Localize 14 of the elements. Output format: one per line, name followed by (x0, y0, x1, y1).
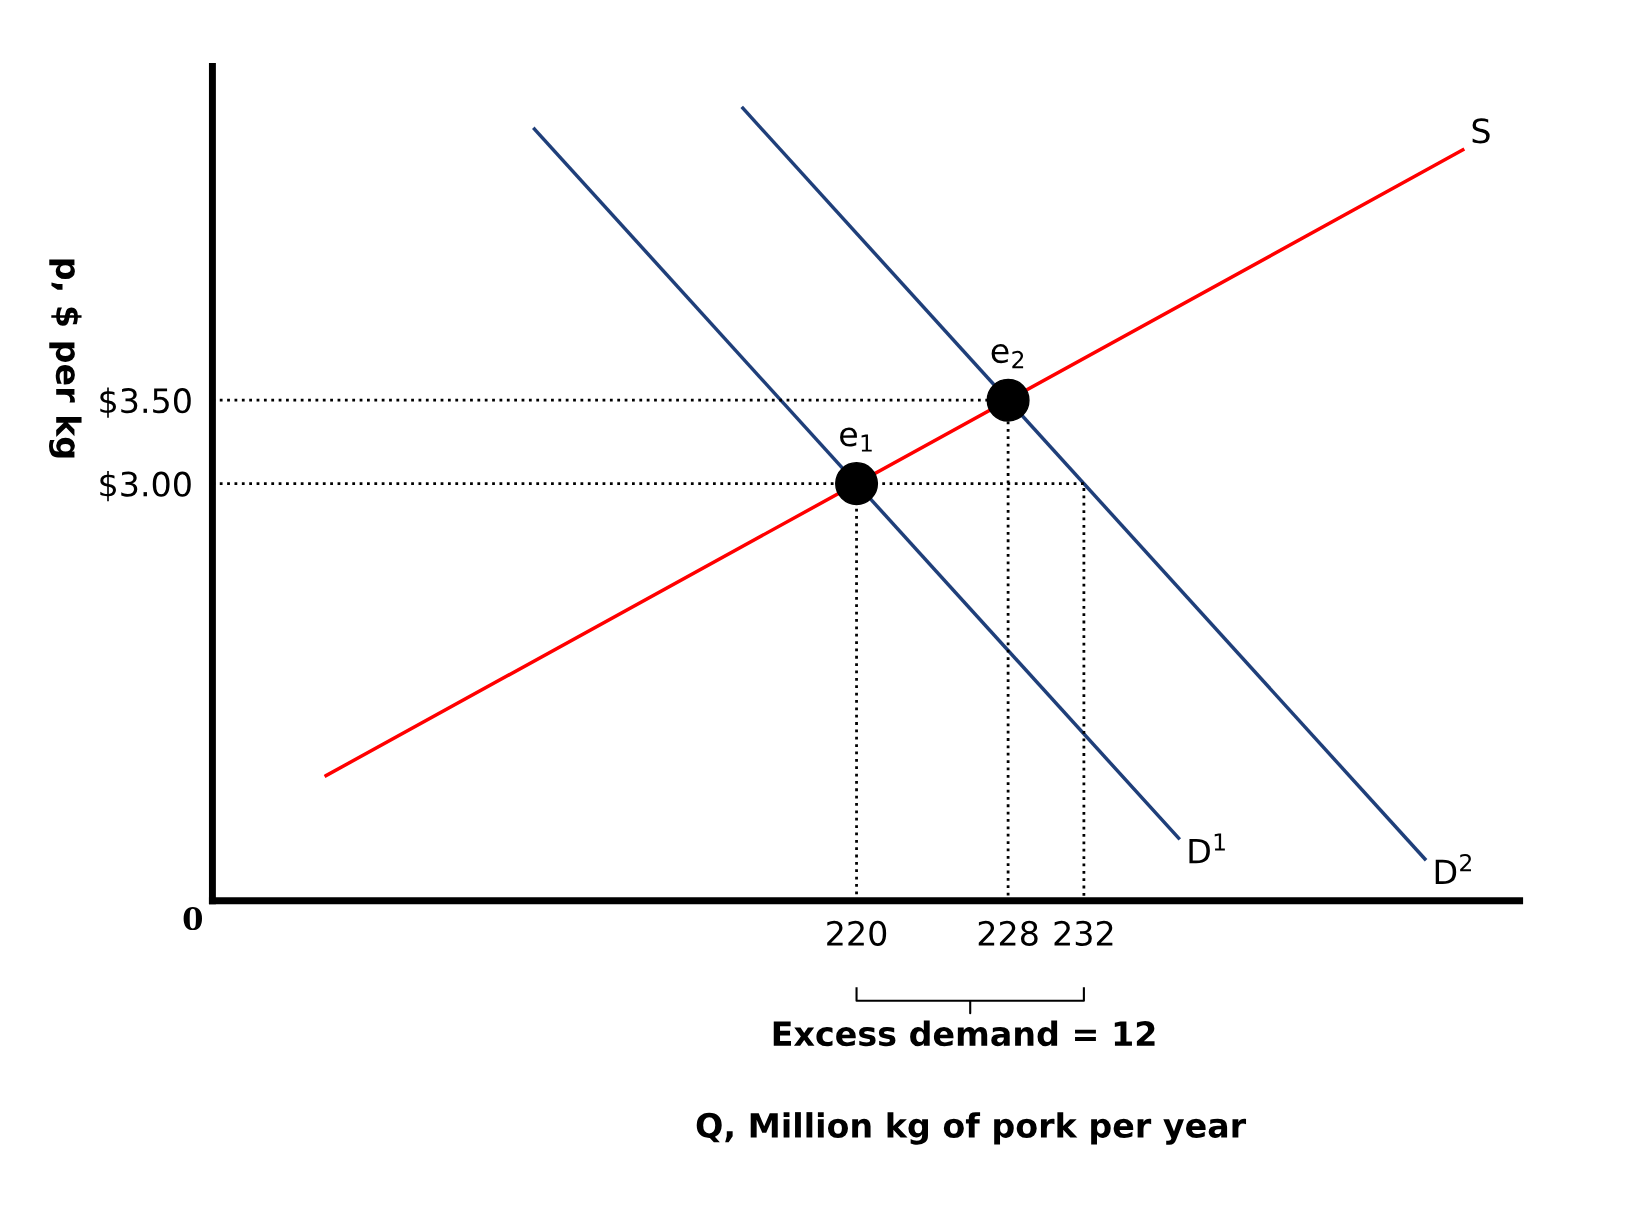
series-label: S (1472, 118, 1490, 144)
series-label: D$^{1}$ (1189, 833, 1225, 864)
x-tick-label: 232 (1054, 920, 1113, 946)
y-axis-title: p, $ per kg (49, 259, 82, 458)
x-axis-title: Q, Million kg of pork per year (696, 1112, 1247, 1145)
y-tick-label: $3.00 (100, 470, 191, 502)
x-tick-label: 220 (827, 920, 887, 946)
series-label: D$^{2}$ (1435, 853, 1471, 885)
text: 0 (183, 907, 203, 931)
annotation: e$_{2}$ (991, 344, 1024, 369)
text: Excess demand = 12 (773, 1020, 1155, 1047)
x-tick-label: 228 (978, 920, 1038, 946)
y-tick-label: $3.50 (100, 387, 191, 418)
annotation: e$_{1}$ (840, 427, 872, 452)
